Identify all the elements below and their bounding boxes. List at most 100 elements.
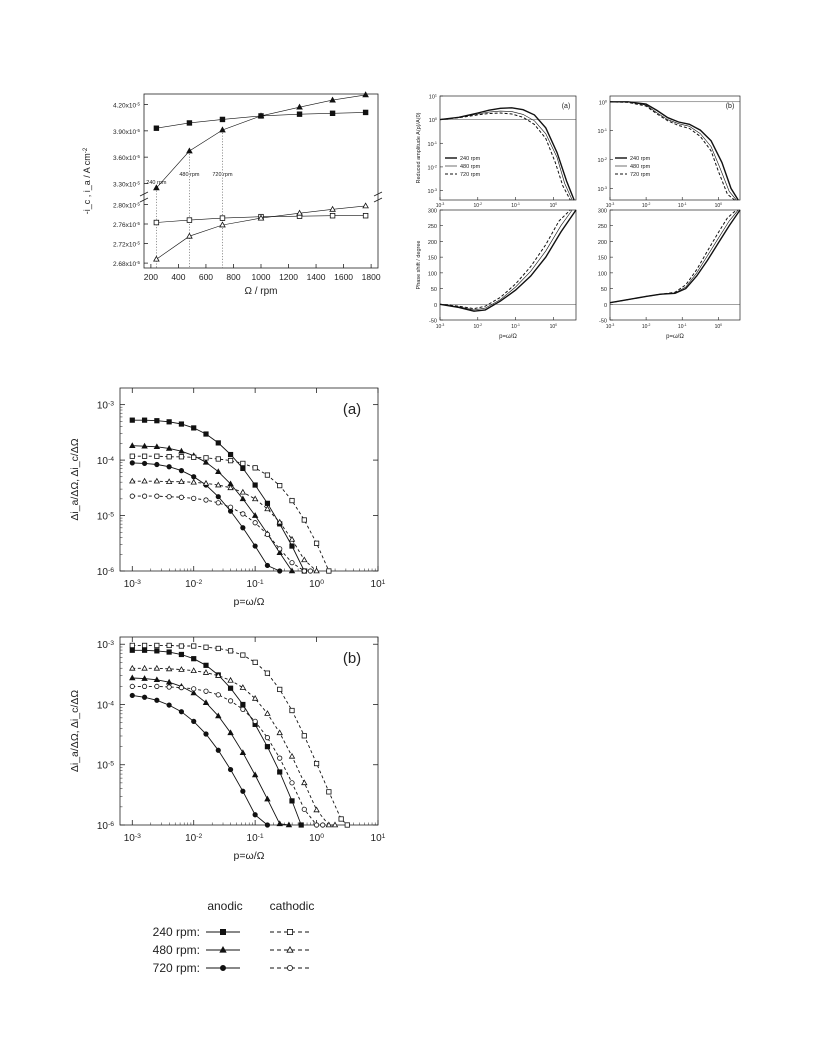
marker-square-filled [227,685,234,691]
marker-square-open [277,483,283,489]
marker-triangle-open [178,478,185,484]
y-tick-label: 10-3 [97,640,114,652]
marker-square-open [240,460,246,467]
marker-triangle-filled [202,458,210,465]
marker-square-filled [129,417,135,423]
marker-square-open [129,642,135,649]
y-tick-label: 10-4 [97,700,114,712]
guide-label: 720 rpm [212,172,233,178]
marker-triangle-filled [129,442,136,448]
marker-triangle-open [129,477,136,484]
marker-circle-filled [227,766,234,773]
panel-label: (a) [343,401,361,418]
legend-header-cathodic: cathodic [270,899,315,913]
chart-current-vs-rotation: 200 400 600 800 1000 1200 1400 1600 1800 3.30x10-… [76,86,386,297]
marker-triangle-open [296,209,303,216]
marker-square-open [329,212,336,219]
series-line [132,644,348,826]
panel-label: (b) [726,103,735,110]
x-tick-label: 100 [309,579,324,591]
chart-amplitude-phase-b: 10-3 10-2 10-1 100 -50 0 50 100 150 200 250 300 10-3… [590,92,750,342]
marker-triangle-filled [153,443,161,450]
x-tick-label: 10-2 [185,579,202,591]
marker-triangle-filled [190,689,197,696]
marker-square-filled [296,111,303,117]
marker-square-open [166,642,172,649]
legend-text: 720 rpm [460,172,481,178]
y-tick-label: 150 [598,256,607,262]
marker-square-filled [153,125,160,131]
marker-square-open [154,453,160,459]
y-tick-label: 50 [431,287,437,293]
marker-triangle-filled [239,749,247,755]
marker-square-filled [129,647,135,653]
phase-curve [609,209,739,303]
plot-frame [119,636,379,826]
y-tick-label: 10-6 [97,567,114,579]
marker-circle-open [215,500,221,506]
marker-circle-open [166,494,172,500]
phase-frame [609,209,741,321]
marker-square-filled [166,419,172,425]
marker-triangle-filled [285,821,293,828]
marker-triangle-open [141,664,148,671]
marker-triangle-filled [165,444,173,451]
x-tick-label: 1400 [307,272,326,282]
marker-circle-filled [240,525,246,531]
y-tick-label: 250 [428,224,437,230]
chart-svg-amplitude-b: 10-310-210-1100-5005010015020025030010-3… [598,95,741,340]
marker-circle-filled [191,718,197,724]
marker-triangle-open [301,556,308,563]
marker-circle-filled [129,460,135,466]
marker-triangle-open [227,484,234,491]
amplitude-frame [439,95,577,201]
chart-svg-response-a: 10-6 10-5 10-4 10-3 10-3 10-2 10-1 100 101 p=ω/Ω Δ… [69,387,386,608]
marker-triangle-filled [227,729,234,736]
marker-square-open [313,760,320,767]
marker-circle-open [227,698,234,704]
marker-circle-open [264,735,271,741]
y-tick-label: 10-3 [598,186,607,193]
marker-triangle-open [153,664,161,671]
marker-square-open [141,642,148,649]
marker-square-open [277,686,283,693]
marker-triangle-open [153,477,161,484]
y-axis-label: -i_c , i_a / A cm-2 [82,147,93,214]
legend-row-label: 480 rpm: [153,943,200,957]
marker-circle-filled [166,464,172,470]
marker-square-filled [215,440,221,446]
legend-text: 720 rpm [630,172,651,178]
marker-circle-open [191,495,197,501]
marker-square-open [338,816,344,822]
marker-circle-open [215,692,221,698]
marker-square-open [141,453,148,459]
marker-triangle-open [288,535,296,542]
guide-label: 240 rpm [146,180,167,186]
figure-legend: anodic cathodic 240 rpm: 480 rpm: 720 rpm: [130,896,390,986]
x-tick-label: 400 [171,272,185,282]
x-tick-label: 600 [199,272,213,282]
marker-triangle-filled [264,795,271,802]
x-axis-label: p=ω/Ω [666,334,684,340]
marker-square-open [153,219,160,226]
marker-square-open [203,644,209,650]
y-tick-label: 3.60x10-5 [113,154,141,163]
marker-triangle-open [264,505,271,512]
marker-square-open [326,789,332,795]
marker-square-filled [264,744,271,750]
marker-circle-filled [141,460,148,467]
marker-circle-open [166,684,172,690]
phase-curve [439,209,577,312]
x-tick-label: 101 [371,833,386,845]
chart-response-b: 10-6 10-5 10-4 10-3 10-3 10-2 10-1 100 101 p=ω/Ω Δ… [60,625,400,880]
marker-square-open [203,455,209,461]
marker-triangle-open [165,478,173,484]
marker-triangle-filled [153,184,160,191]
marker-triangle-filled [129,674,136,681]
marker-circle-open [264,531,271,537]
marker-triangle-open [313,567,320,574]
guide-label: 480 rpm [179,172,200,178]
marker-square-filled [240,701,246,708]
axis-break-mark [139,197,149,203]
marker-triangle-open [219,221,226,228]
